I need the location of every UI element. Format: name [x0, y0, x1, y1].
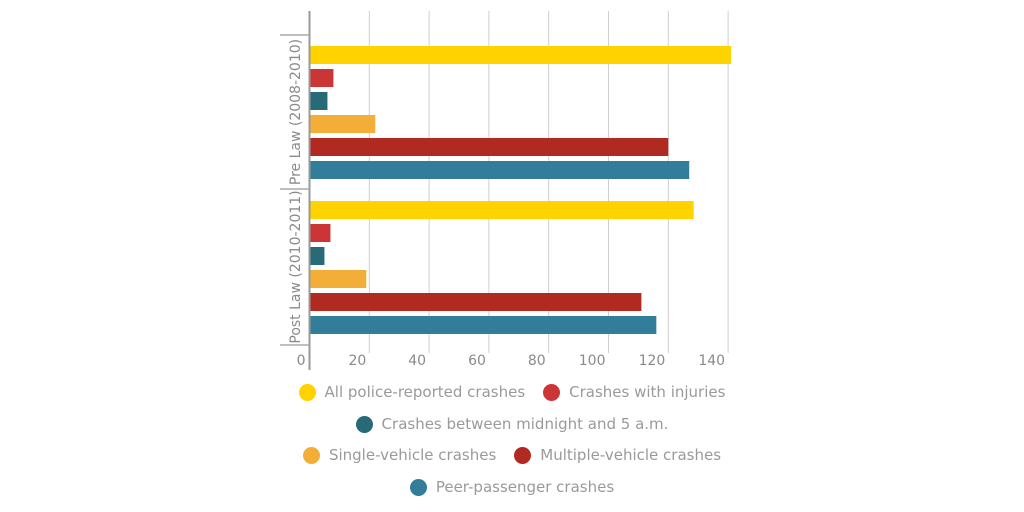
bar — [310, 316, 657, 334]
legend-item: Crashes with injuries — [543, 383, 725, 401]
bar — [310, 224, 331, 242]
bar — [310, 201, 694, 219]
legend-label: Crashes with injuries — [569, 383, 726, 401]
category-label: Post Law (2010-2011) — [288, 190, 304, 343]
legend-swatch — [409, 478, 427, 496]
x-tick-label: 60 — [468, 353, 486, 369]
legend-label: Peer-passenger crashes — [435, 478, 615, 496]
legend-swatch — [543, 383, 561, 401]
bar — [310, 115, 376, 133]
legend-swatch — [298, 383, 316, 401]
x-tick-label: 100 — [579, 353, 606, 369]
x-tick-label: 80 — [528, 353, 546, 369]
legend-label: Single-vehicle crashes — [328, 446, 497, 464]
category-label: Pre Law (2008-2010) — [288, 39, 304, 185]
x-tick-label: 20 — [348, 353, 366, 369]
legend-swatch — [355, 415, 373, 433]
legend-label: Multiple-vehicle crashes — [540, 446, 722, 464]
legend-label: Crashes between midnight and 5 a.m. — [381, 415, 669, 433]
bar — [310, 138, 669, 156]
legend-row-4: Peer-passenger crashes — [0, 478, 1024, 496]
legend-row-2: Crashes between midnight and 5 a.m. — [0, 415, 1024, 433]
bar — [310, 293, 642, 311]
legend-item: All police-reported crashes — [298, 383, 526, 401]
legend-item: Multiple-vehicle crashes — [514, 446, 721, 464]
bar — [310, 69, 334, 87]
bar — [310, 161, 690, 179]
legend-row-3: Single-vehicle crashes Multiple-vehicle … — [0, 446, 1024, 464]
legend-swatch — [514, 446, 532, 464]
legend-item: Crashes between midnight and 5 a.m. — [355, 415, 669, 433]
bar — [310, 92, 328, 110]
bar-chart: 0 20 40 60 80 100 120 140 Pre Law (2008-2010) Pos… — [280, 11, 732, 370]
x-tick-label: 0 — [297, 353, 306, 369]
x-tick-label: 120 — [639, 353, 666, 369]
legend-row-1: All police-reported crashes Crashes with… — [0, 383, 1024, 401]
legend-swatch — [302, 446, 320, 464]
bar — [310, 270, 367, 288]
legend-label: All police-reported crashes — [324, 383, 526, 401]
x-tick-label: 140 — [698, 353, 725, 369]
bar — [310, 46, 732, 64]
legend-item: Single-vehicle crashes — [302, 446, 497, 464]
x-tick-label: 40 — [408, 353, 426, 369]
legend-item: Peer-passenger crashes — [409, 478, 615, 496]
bar — [310, 247, 325, 265]
